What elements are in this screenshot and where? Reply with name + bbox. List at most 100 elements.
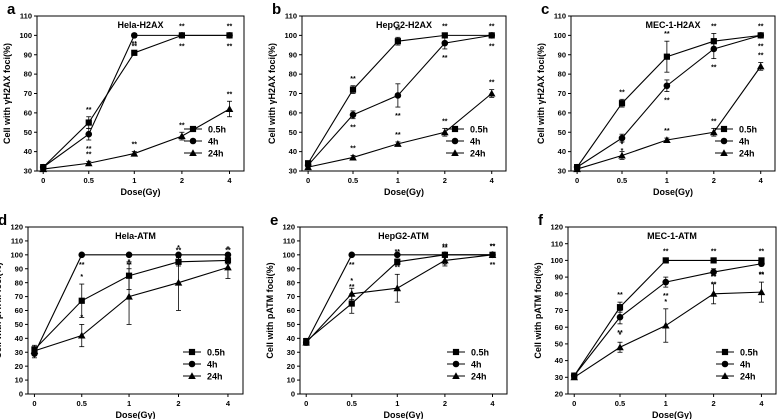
y-axis-label: Cell with γH2AX foci(%): [536, 43, 546, 144]
data-point: [488, 32, 496, 39]
x-tick-label: 2: [180, 176, 184, 185]
significance-label: **: [442, 23, 448, 30]
y-tick-label: 90: [287, 264, 295, 273]
data-point: [85, 119, 92, 126]
legend-marker: [720, 125, 728, 133]
panel-b: b HepG2-H2AX 30 40 50 60 70 80 90 100 110 0 0.5 1 2 4 Do…: [267, 1, 507, 197]
data-point: [618, 151, 626, 159]
significance-label: **: [395, 113, 401, 120]
legend-marker: [452, 372, 460, 379]
data-point: [178, 132, 186, 140]
significance-label: **: [489, 23, 495, 30]
data-point: [758, 257, 765, 264]
legend-label: 0.5h: [208, 125, 226, 135]
y-tick-label: 40: [15, 334, 23, 343]
data-point: [618, 100, 626, 107]
y-tick-label: 110: [283, 237, 295, 246]
y-tick-label: 70: [15, 292, 23, 301]
y-axis-label: Cell with pATM foci(%): [265, 262, 275, 358]
legend-marker: [451, 125, 459, 133]
legend-label: 4h: [739, 137, 750, 147]
chart-title: HepG2-ATM: [378, 231, 429, 241]
x-tick-label: 0: [306, 176, 310, 185]
significance-label: **: [758, 23, 764, 30]
data-point: [349, 111, 357, 119]
data-point: [393, 284, 402, 292]
significance-label: **: [227, 23, 233, 30]
y-tick-label: 100: [282, 250, 295, 259]
legend-label: 0.5h: [470, 125, 488, 135]
data-point: [349, 86, 357, 93]
x-tick-label: 0.5: [615, 399, 625, 408]
data-point: [394, 140, 402, 147]
y-tick-label: 10: [15, 376, 23, 385]
y-tick-label: 90: [558, 50, 566, 59]
significance-label: **: [395, 27, 401, 34]
y-tick-label: 20: [555, 390, 563, 399]
x-tick-label: 4: [490, 176, 495, 185]
y-tick-label: 50: [287, 320, 295, 329]
y-axis-label: Cell with pATM foci(%): [533, 262, 543, 358]
x-tick-label: 0: [41, 176, 45, 185]
x-axis-label: Dose(Gy): [115, 410, 155, 419]
y-tick-label: 80: [24, 70, 32, 79]
legend-label: 24h: [470, 149, 486, 159]
y-tick-label: 80: [15, 278, 23, 287]
chart-title: MEC-1-H2AX: [645, 20, 700, 30]
series-0.5h: ** ** ** **: [305, 23, 495, 167]
panel-c: c MEC-1-H2AX 30 40 50 60 70 80 90 100 110 0 0.5 1 2 4 Do…: [536, 1, 776, 197]
significance-label: **: [179, 43, 185, 50]
series-24h: **** **: [570, 272, 766, 381]
y-tick-label: 100: [19, 31, 32, 40]
data-point: [78, 297, 85, 304]
legend-marker: [189, 137, 197, 145]
panel-letter: f: [538, 212, 544, 229]
significance-label: **: [442, 55, 448, 62]
y-tick-label: 110: [554, 12, 566, 21]
y-tick-label: 70: [24, 89, 32, 98]
y-tick-label: 0: [291, 390, 295, 399]
legend-label: 4h: [471, 360, 482, 370]
data-point: [662, 257, 669, 264]
significance-label: **: [350, 76, 356, 83]
series-line: [34, 266, 229, 352]
significance-label: **: [442, 118, 448, 125]
data-point: [125, 292, 133, 300]
significance-label: **: [711, 274, 717, 281]
y-tick-label: 40: [558, 147, 566, 156]
panel-letter: e: [270, 212, 278, 229]
x-tick-label: 0.5: [84, 176, 94, 185]
legend: 0.5h 4h 24h: [184, 125, 226, 159]
panel-d: d Hela-ATM 0 10 20 30 40 50 60 70 80 90 100 110 120 0 0.…: [0, 212, 244, 419]
x-tick-label: 1: [396, 176, 400, 185]
legend-label: 4h: [207, 360, 218, 370]
data-point: [349, 153, 357, 161]
x-tick-label: 4: [759, 176, 764, 185]
significance-label: *: [80, 314, 83, 321]
significance-label: *: [227, 246, 230, 253]
y-tick-label: 80: [555, 289, 563, 298]
y-tick-label: 40: [24, 147, 32, 156]
significance-label: **: [349, 262, 355, 269]
panel-e: e HepG2-ATM 0 10 20 30 40 50 60 70 80 90 100 110 120 0 0…: [265, 212, 508, 419]
x-tick-label: 1: [395, 399, 399, 408]
x-tick-label: 2: [176, 399, 180, 408]
data-point: [710, 45, 718, 53]
series-line: [576, 66, 762, 170]
significance-label: **: [79, 262, 85, 269]
legend-label: 24h: [471, 372, 487, 382]
y-tick-label: 30: [558, 167, 566, 176]
data-point: [573, 165, 581, 173]
significance-label: **: [664, 128, 670, 135]
data-point: [488, 251, 497, 258]
x-tick-label: 0: [575, 176, 579, 185]
y-tick-label: 110: [551, 239, 563, 248]
y-tick-label: 90: [15, 264, 23, 273]
significance-label: **: [225, 248, 231, 255]
y-tick-label: 80: [289, 70, 297, 79]
significance-label: **: [350, 125, 356, 132]
y-tick-label: 50: [15, 320, 23, 329]
significance-label: **: [711, 118, 717, 125]
significance-label: **: [758, 53, 764, 60]
